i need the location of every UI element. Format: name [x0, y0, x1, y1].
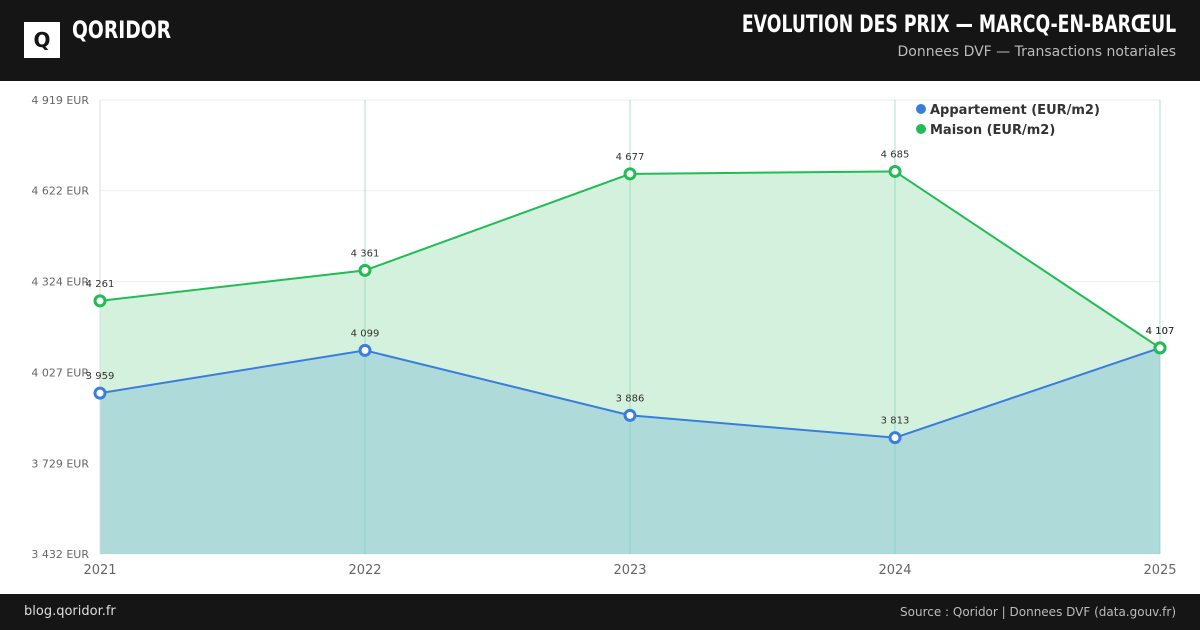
maison-point — [888, 164, 902, 178]
y-tick-label: 3 729 EUR — [31, 457, 89, 470]
maison-point — [1153, 341, 1167, 355]
logo: Q — [24, 22, 60, 58]
y-tick-label: 4 919 EUR — [31, 94, 89, 107]
maison-point — [358, 263, 372, 277]
maison-data-label: 4 677 — [616, 152, 645, 163]
maison-point — [623, 167, 637, 181]
appartement-data-label: 4 099 — [351, 328, 380, 339]
maison-data-label: 4 261 — [86, 279, 115, 290]
y-tick-label: 3 432 EUR — [31, 548, 89, 561]
footer-source: Source : Qoridor | Donnees DVF (data.gou… — [900, 605, 1176, 619]
legend-appartement-label: Appartement (EUR/m2) — [930, 103, 1100, 118]
y-tick-label: 4 324 EUR — [31, 276, 89, 289]
appartement-data-label: 3 886 — [616, 393, 645, 404]
footer-site-link[interactable]: blog.qoridor.fr — [24, 604, 116, 619]
x-tick-label: 2024 — [878, 563, 911, 578]
appartement-point — [358, 343, 372, 357]
brand-name: QORIDOR — [72, 16, 172, 44]
x-tick-label: 2022 — [348, 563, 381, 578]
y-tick-label: 4 622 EUR — [31, 185, 89, 198]
y-tick-label: 4 027 EUR — [31, 366, 89, 379]
footer-bar: blog.qoridor.fr Source : Qoridor | Donne… — [0, 594, 1200, 630]
maison-data-label: 4 685 — [881, 149, 910, 160]
x-tick-label: 2021 — [83, 563, 116, 578]
maison-data-label: 4 107 — [1146, 326, 1175, 337]
legend-maison-marker — [916, 124, 926, 134]
x-tick-label: 2025 — [1143, 563, 1176, 578]
appartement-data-label: 3 813 — [881, 416, 910, 427]
chart-subtitle: Donnees DVF — Transactions notariales — [897, 44, 1177, 60]
appartement-point — [93, 386, 107, 400]
appartement-data-label: 4 107 — [1146, 326, 1175, 337]
logo-letter: Q — [33, 28, 51, 52]
appartement-point — [888, 431, 902, 445]
x-tick-label: 2023 — [613, 563, 646, 578]
price-evolution-chart: 3 432 EUR 3 729 EUR 4 027 EUR 4 324 EUR 4 62… — [31, 94, 1176, 578]
legend-maison-label: Maison (EUR/m2) — [930, 123, 1055, 138]
maison-point — [93, 294, 107, 308]
legend-appartement-marker — [916, 104, 926, 114]
appartement-point — [623, 408, 637, 422]
header-bar: Q QORIDOR EVOLUTION DES PRIX — MARCQ-EN-… — [0, 0, 1200, 81]
maison-data-label: 4 361 — [351, 248, 380, 259]
appartement-data-label: 3 959 — [86, 371, 115, 382]
chart-title: EVOLUTION DES PRIX — MARCQ-EN-BARŒUL — [741, 10, 1176, 38]
